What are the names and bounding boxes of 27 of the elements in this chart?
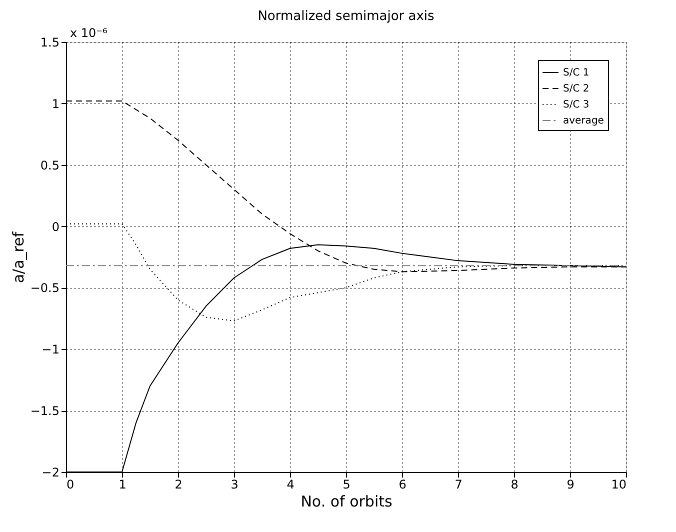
- text: x 10⁻⁶: [70, 26, 108, 40]
- chart-title: Normalized semimajor axis: [258, 9, 435, 24]
- y-tick-label: 0: [52, 220, 60, 234]
- x-tick-label: 9: [566, 478, 574, 492]
- x-tick-label: 10: [611, 478, 626, 492]
- y-tick-label: −1.5: [30, 404, 60, 418]
- y-axis-title: a/a_ref: [9, 231, 28, 284]
- x-tick-label: 7: [454, 478, 462, 492]
- y-tick-label: −2: [42, 466, 60, 480]
- x-tick-label: 2: [174, 478, 182, 492]
- x-tick-label: 5: [342, 478, 350, 492]
- y-tick-label: −1: [42, 342, 60, 357]
- x-axis-title: No. of orbits: [300, 492, 392, 510]
- x-tick-label: 6: [398, 478, 406, 492]
- legend-label: average: [563, 116, 604, 126]
- x-tick-label: 0: [66, 478, 74, 492]
- legend-label: S/C 1: [563, 68, 590, 78]
- x-tick-label: 3: [230, 478, 238, 492]
- x-tick-label: 4: [286, 478, 294, 492]
- y-tick-label: −0.5: [30, 281, 60, 296]
- y-tick-label: 1: [52, 96, 60, 111]
- y-tick-label: 1.5: [40, 36, 60, 50]
- y-tick-label: 0.5: [40, 158, 60, 172]
- x-tick-label: 8: [510, 478, 518, 492]
- legend-label: S/C 2: [563, 84, 590, 94]
- legend-label: S/C 3: [563, 100, 590, 110]
- x-tick-label: 1: [118, 478, 126, 492]
